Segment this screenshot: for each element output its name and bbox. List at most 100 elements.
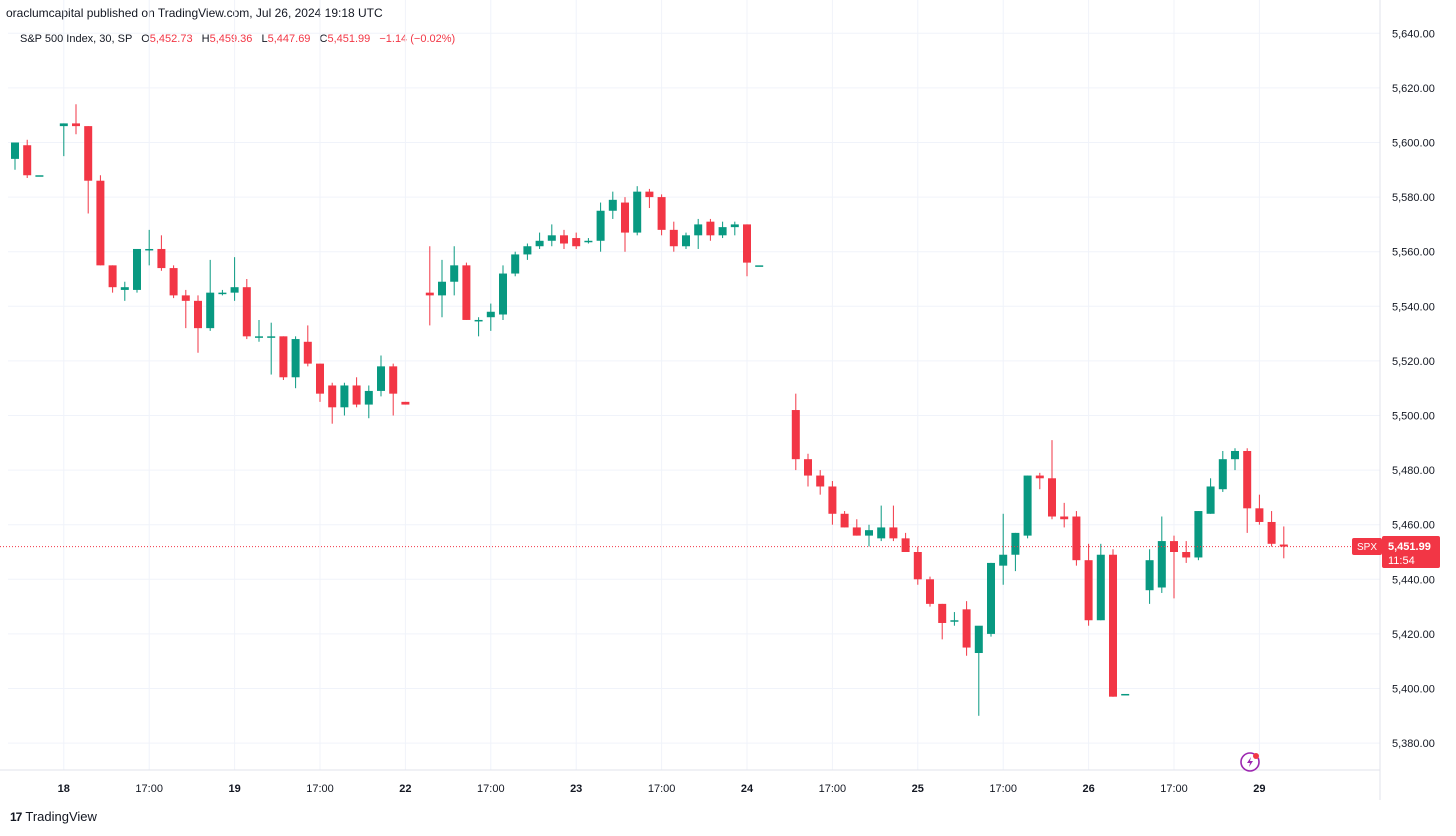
y-tick-label: 5,560.00 xyxy=(1392,247,1435,259)
x-tick-label: 17:00 xyxy=(135,783,163,795)
candle xyxy=(194,295,202,353)
candle xyxy=(218,289,227,296)
candle-body xyxy=(865,530,873,536)
candle xyxy=(1157,516,1166,593)
candle xyxy=(11,142,19,170)
y-tick-label: 5,460.00 xyxy=(1392,520,1435,532)
replay-icon[interactable] xyxy=(1240,752,1260,772)
candle xyxy=(560,229,568,249)
candle-body xyxy=(962,609,971,648)
candle-body xyxy=(1096,554,1105,621)
legend-open: 5,452.73 xyxy=(149,33,193,45)
candle-body xyxy=(316,363,324,394)
legend-symbol: S&P 500 Index, 30, SP xyxy=(20,33,133,45)
candle xyxy=(1072,511,1081,566)
candle-body xyxy=(974,625,983,654)
time-axis[interactable]: 18 17:00 19 17:00 22 17:00 23 17:00 24 17:00 25 17:… xyxy=(58,783,1266,795)
candle xyxy=(1206,478,1215,514)
x-tick-label: 23 xyxy=(570,783,582,795)
candle-body xyxy=(950,620,959,622)
candle-body xyxy=(425,292,434,296)
candle xyxy=(1096,543,1105,621)
candle xyxy=(377,355,385,397)
candle-body xyxy=(1048,478,1056,517)
candle xyxy=(145,229,154,266)
candle xyxy=(877,505,886,542)
candle-body xyxy=(877,527,886,539)
candle xyxy=(1121,693,1130,696)
candle-body xyxy=(535,240,544,247)
price-tag-price: 5,451.99 xyxy=(1388,541,1431,553)
candle xyxy=(291,336,300,389)
candle xyxy=(389,363,398,416)
candle-body xyxy=(474,319,483,322)
candle-body xyxy=(1231,450,1239,460)
candle-body xyxy=(267,336,276,338)
candle-body xyxy=(255,336,263,338)
candle-body xyxy=(1121,693,1130,696)
candle xyxy=(743,224,751,277)
candle xyxy=(913,546,922,585)
candle-body xyxy=(938,603,947,623)
candle-body xyxy=(11,142,19,159)
candle xyxy=(999,513,1008,585)
candle-body xyxy=(1035,475,1044,479)
candle xyxy=(730,221,739,236)
legend-change: −1.14 (−0.02%) xyxy=(379,33,456,45)
candle xyxy=(791,393,800,471)
candle xyxy=(633,186,642,236)
candle xyxy=(938,603,947,640)
candle-body xyxy=(1206,486,1215,514)
candle-body xyxy=(743,224,751,263)
price-axis[interactable]: 5,640.00 5,620.00 5,600.00 5,580.00 5,560.00… xyxy=(0,0,1435,800)
candle xyxy=(255,319,263,342)
candle xyxy=(852,519,861,536)
candle xyxy=(108,265,117,293)
candle xyxy=(267,322,276,375)
candle xyxy=(962,601,971,656)
candle-body xyxy=(511,254,520,274)
candle-body xyxy=(352,385,361,405)
legend-close-label: C xyxy=(319,33,328,45)
y-tick-label: 5,380.00 xyxy=(1392,738,1435,750)
candle xyxy=(352,377,361,408)
candle-body xyxy=(499,273,507,315)
candle xyxy=(596,202,605,252)
candle-body xyxy=(1011,532,1020,555)
candle-body xyxy=(608,199,617,211)
y-tick-label: 5,420.00 xyxy=(1392,629,1435,641)
candle-body xyxy=(169,268,178,296)
candle-body xyxy=(1182,552,1191,558)
y-tick-label: 5,440.00 xyxy=(1392,574,1435,586)
candle-body xyxy=(633,191,642,233)
candle-body xyxy=(35,175,44,177)
candle xyxy=(718,221,727,239)
candle xyxy=(889,505,898,542)
candle xyxy=(316,363,324,402)
candle-body xyxy=(1084,560,1093,621)
candle-body xyxy=(389,366,398,394)
candle-body xyxy=(596,210,605,241)
candle xyxy=(1084,543,1093,626)
candle-body xyxy=(340,385,349,408)
candle-body xyxy=(59,123,68,127)
footer-brand: TradingView xyxy=(25,809,97,824)
y-tick-label: 5,400.00 xyxy=(1392,684,1435,696)
candle-body xyxy=(523,246,532,255)
ohlc-legend: S&P 500 Index, 30, SP O5,452.73 H5,459.3… xyxy=(20,33,455,45)
candle xyxy=(181,289,190,329)
legend-low-label: L xyxy=(261,33,268,45)
candle xyxy=(584,238,593,244)
candle-body xyxy=(96,180,105,266)
candle-body xyxy=(1218,459,1227,490)
candle-body xyxy=(828,486,837,514)
candle-body xyxy=(560,235,568,244)
candle xyxy=(474,317,483,337)
candle-body xyxy=(816,475,825,487)
candle xyxy=(157,235,166,271)
candle-body xyxy=(194,300,202,329)
candle xyxy=(572,232,581,249)
candle-body xyxy=(645,191,654,198)
candle xyxy=(438,259,446,318)
